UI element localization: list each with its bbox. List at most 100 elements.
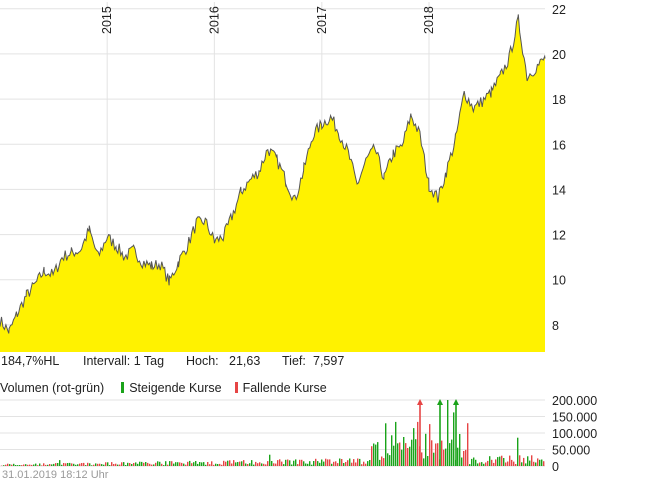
volume-overflow-arrow [417,399,423,405]
volume-bar-falling [207,462,209,466]
volume-bar-rising [9,464,11,466]
volume-bar-rising [285,459,287,466]
falling-legend-label: Fallende Kurse [242,381,327,395]
volume-bar-falling [259,462,261,466]
price-y-tick-label: 18 [552,93,566,107]
volume-bar-rising [107,462,109,466]
falling-swatch [234,382,238,393]
volume-bar-falling [325,458,327,466]
volume-bar-falling [267,461,269,466]
volume-bar-falling [151,464,153,466]
volume-bar-rising [159,461,161,466]
volume-bar-rising [475,459,477,466]
volume-bar-rising [241,461,243,466]
volume-bar-falling [429,424,431,466]
volume-bar-rising [145,462,147,466]
volume-bar-rising [101,464,103,466]
volume-bar-falling [167,464,169,466]
volume-bar-falling [297,464,299,466]
volume-bar-rising [461,457,463,466]
volume-bar-rising [137,463,139,466]
volume-y-tick-label: 100.000 [552,427,597,441]
volume-bar-rising [69,462,71,466]
volume-bar-falling [479,462,481,466]
volume-bar-rising [321,459,323,466]
volume-bar-falling [487,460,489,466]
volume-bar-rising [525,463,527,466]
volume-bar-falling [501,455,503,466]
volume-bar-falling [41,465,43,466]
low-value: 7,597 [313,354,345,368]
volume-bar-rising [293,460,295,466]
volume-label: Volumen (rot-grün) [0,381,105,395]
volume-bar-falling [371,446,373,466]
volume-bar-rising [123,462,125,466]
volume-bar-rising [59,460,61,466]
volume-bar-rising [369,460,371,466]
volume-bar-falling [243,460,245,466]
volume-bar-falling [345,462,347,466]
volume-bar-falling [213,464,215,466]
volume-bar-rising [103,464,105,466]
volume-bar-falling [279,459,281,466]
volume-bar-rising [91,465,93,466]
volume-y-tick-label: 50.000 [552,444,590,458]
volume-bar-rising [477,463,479,466]
volume-bar-falling [299,459,301,466]
volume-bar-rising [75,464,77,466]
volume-bar-falling [523,457,525,466]
volume-bar-rising [331,463,333,466]
volume-bar-falling [219,463,221,466]
volume-bar-rising [19,465,21,466]
volume-bar-falling [485,462,487,466]
price-area-fill [0,14,545,353]
volume-bar-rising [131,464,133,466]
volume-bar-rising [445,448,447,466]
high-label: Hoch: [186,354,219,368]
volume-bar-falling [407,448,409,466]
volume-bar-falling [229,460,231,466]
volume-bar-falling [287,459,289,466]
volume-bar-rising [387,453,389,466]
volume-bar-falling [405,443,407,466]
price-y-tick-label: 8 [552,319,559,333]
volume-bar-rising [457,447,459,466]
volume-bar-falling [363,461,365,466]
volume-bar-falling [351,462,353,466]
volume-y-tick-label: 200.000 [552,394,597,408]
volume-bar-falling [21,465,23,466]
volume-bar-rising [77,464,79,466]
volume-bar-rising [469,464,471,466]
volume-bar-rising [125,465,127,466]
volume-bar-rising [527,456,529,466]
volume-bar-falling [281,461,283,466]
volume-bar-rising [33,464,35,466]
volume-bar-falling [533,461,535,466]
volume-bar-falling [187,461,189,466]
volume-bar-rising [409,446,411,466]
volume-bar-falling [437,443,439,466]
volume-bar-falling [519,455,521,466]
volume-legend: Volumen (rot-grün) Steigende Kurse Falle… [0,381,327,395]
hl-percent: 184,7%HL [1,354,60,368]
volume-bar-falling [431,440,433,466]
volume-bar-rising [13,463,15,466]
volume-bar-rising [51,464,53,466]
volume-bar-rising [379,459,381,466]
volume-bar-rising [517,437,519,466]
volume-bar-rising [349,458,351,466]
volume-bar-rising [271,461,273,466]
volume-bar-falling [421,452,423,466]
volume-bar-falling [265,464,267,466]
volume-bar-rising [541,459,543,466]
volume-bar-falling [221,464,223,466]
volume-bar-falling [97,463,99,466]
volume-bar-falling [417,421,419,466]
volume-bar-falling [111,462,113,466]
volume-bar-falling [71,463,73,466]
price-y-tick-label: 20 [552,48,566,62]
volume-bar-rising [425,433,427,466]
volume-bar-falling [147,462,149,466]
volume-bar-falling [333,461,335,466]
